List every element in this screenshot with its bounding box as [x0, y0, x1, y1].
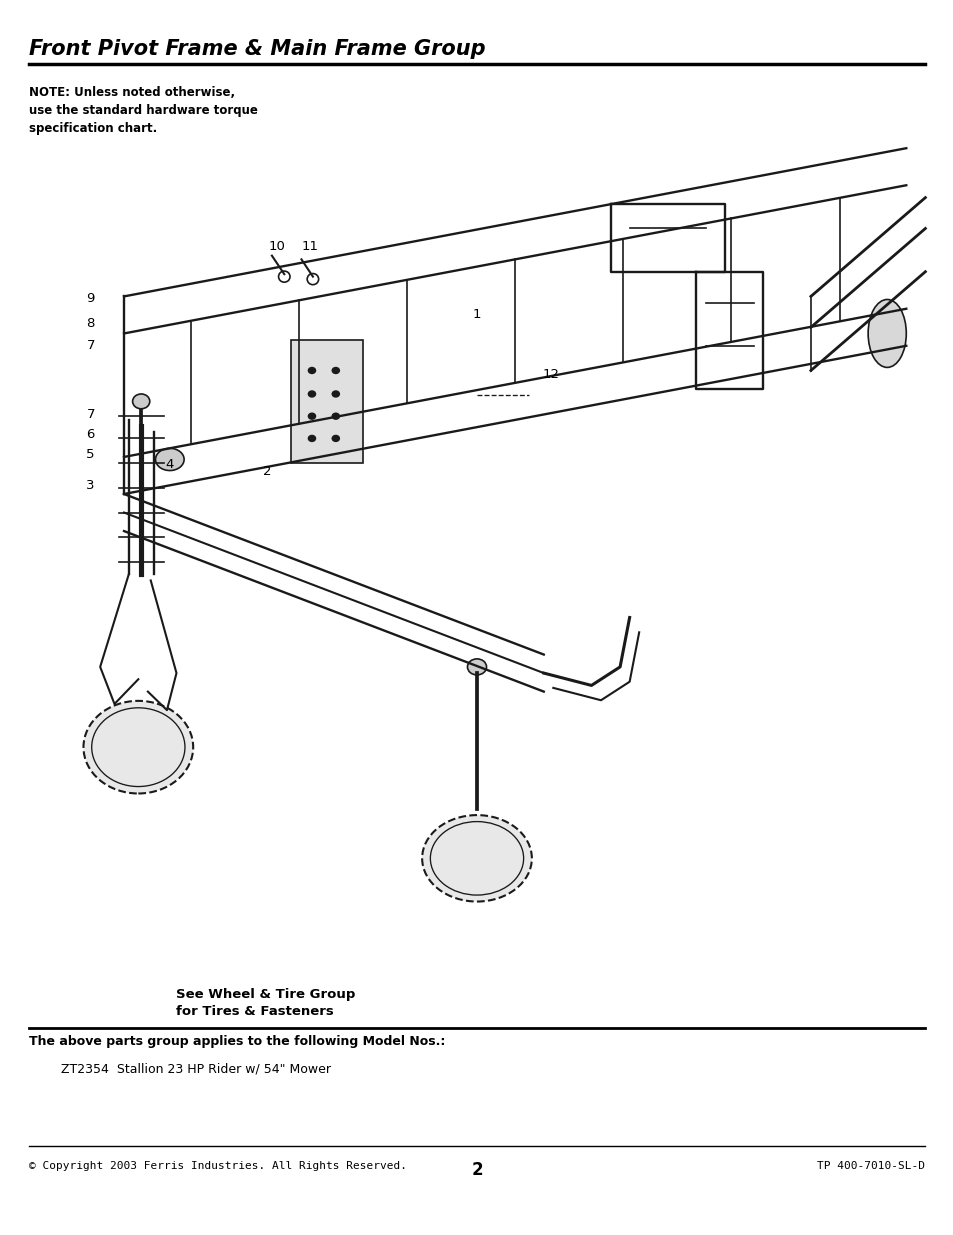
Text: 3: 3	[87, 479, 94, 492]
Text: The above parts group applies to the following Model Nos.:: The above parts group applies to the fol…	[29, 1035, 444, 1049]
Text: See Wheel & Tire Group
for Tires & Fasteners: See Wheel & Tire Group for Tires & Faste…	[176, 988, 355, 1018]
Ellipse shape	[155, 448, 184, 471]
Ellipse shape	[867, 300, 905, 368]
Text: 6: 6	[87, 429, 94, 441]
Ellipse shape	[331, 435, 339, 442]
Text: 4: 4	[166, 458, 173, 471]
Text: 7: 7	[87, 409, 94, 421]
Ellipse shape	[307, 390, 316, 398]
Text: 8: 8	[87, 317, 94, 330]
Text: NOTE: Unless noted otherwise,
use the standard hardware torque
specification cha: NOTE: Unless noted otherwise, use the st…	[29, 86, 257, 136]
Ellipse shape	[132, 394, 150, 409]
Text: 2: 2	[263, 466, 271, 478]
Text: 9: 9	[87, 293, 94, 305]
Ellipse shape	[467, 659, 486, 674]
Ellipse shape	[331, 367, 339, 374]
Ellipse shape	[307, 367, 316, 374]
Text: ZT2354  Stallion 23 HP Rider w/ 54" Mower: ZT2354 Stallion 23 HP Rider w/ 54" Mower	[29, 1062, 331, 1076]
Text: Front Pivot Frame & Main Frame Group: Front Pivot Frame & Main Frame Group	[29, 40, 485, 59]
Text: 5: 5	[87, 448, 94, 461]
Text: TP 400-7010-SL-D: TP 400-7010-SL-D	[817, 1161, 924, 1171]
Text: 1: 1	[473, 309, 480, 321]
Ellipse shape	[84, 701, 193, 793]
Ellipse shape	[331, 390, 339, 398]
Ellipse shape	[307, 435, 316, 442]
Text: 12: 12	[542, 368, 559, 380]
Text: 11: 11	[301, 241, 318, 253]
Ellipse shape	[421, 815, 531, 902]
Text: 2: 2	[471, 1161, 482, 1179]
Text: © Copyright 2003 Ferris Industries. All Rights Reserved.: © Copyright 2003 Ferris Industries. All …	[29, 1161, 406, 1171]
FancyBboxPatch shape	[291, 340, 362, 463]
Ellipse shape	[307, 412, 316, 420]
Text: 7: 7	[87, 340, 94, 352]
Ellipse shape	[331, 412, 339, 420]
Text: 10: 10	[268, 241, 285, 253]
